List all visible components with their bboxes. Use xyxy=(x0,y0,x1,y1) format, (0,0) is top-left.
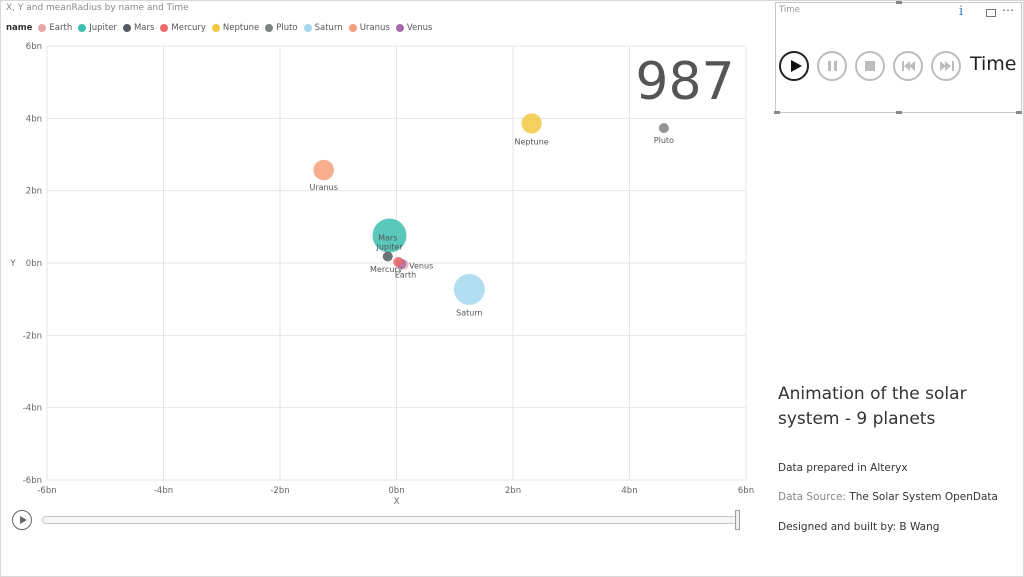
data-source-line: Data Source: The Solar System OpenData xyxy=(778,491,998,503)
legend-label: Earth xyxy=(49,23,73,33)
info-icon[interactable]: i xyxy=(959,4,964,19)
legend-item-earth[interactable]: Earth xyxy=(38,23,72,33)
resize-handle-icon[interactable] xyxy=(896,1,902,4)
next-bar-icon xyxy=(952,61,954,71)
time-slicer-panel: Time i ⋯ Time xyxy=(774,1,1022,114)
report-title: Animation of the solar system - 9 planet… xyxy=(778,384,967,429)
current-time-value: 987 xyxy=(635,52,735,112)
legend-dot xyxy=(348,24,357,32)
y-tick-label: 0bn xyxy=(26,259,42,269)
legend-title: name xyxy=(6,23,33,33)
legend-dot xyxy=(122,24,131,32)
x-tick-label: -2bn xyxy=(270,486,289,496)
next-button[interactable] xyxy=(931,51,961,81)
time-slicer-label: Time xyxy=(970,53,1017,75)
play-axis-handle[interactable] xyxy=(735,510,740,530)
bubble-label-saturn: Saturn xyxy=(456,308,482,317)
resize-handle-icon[interactable] xyxy=(774,111,780,114)
bubble-pluto xyxy=(658,123,669,134)
y-tick-label: 4bn xyxy=(26,114,42,124)
play-axis xyxy=(10,508,745,532)
bubble-uranus xyxy=(313,159,334,181)
resize-handle-icon[interactable] xyxy=(896,111,902,114)
x-tick-label: 0bn xyxy=(388,486,404,496)
bubble-label-neptune: Neptune xyxy=(515,137,549,146)
play-button[interactable] xyxy=(779,51,809,81)
x-tick-label: 6bn xyxy=(738,486,754,496)
y-tick-label: -2bn xyxy=(23,331,42,341)
legend-dot xyxy=(395,24,404,32)
x-tick-label: -4bn xyxy=(154,486,173,496)
bubble-jupiter xyxy=(372,218,407,253)
next-arrow-icon xyxy=(940,61,946,71)
legend-item-uranus[interactable]: Uranus xyxy=(348,23,390,33)
y-tick-label: 6bn xyxy=(26,42,42,52)
focus-mode-icon[interactable] xyxy=(986,9,996,17)
legend-item-saturn[interactable]: Saturn xyxy=(303,23,343,33)
stop-button[interactable] xyxy=(855,51,885,81)
time-slicer-title: Time xyxy=(779,5,800,15)
legend-item-jupiter[interactable]: Jupiter xyxy=(78,23,117,33)
x-tick-label: -6bn xyxy=(37,486,56,496)
y-axis-title: Y xyxy=(9,259,16,269)
legend-label: Mercury xyxy=(171,23,206,33)
more-options-icon[interactable]: ⋯ xyxy=(1002,3,1015,17)
legend-item-pluto[interactable]: Pluto xyxy=(265,23,298,33)
pause-button[interactable] xyxy=(817,51,847,81)
chart-title: X, Y and meanRadius by name and Time xyxy=(6,3,189,13)
legend-label: Venus xyxy=(406,23,433,33)
y-tick-label: -4bn xyxy=(23,404,42,414)
previous-button[interactable] xyxy=(893,51,923,81)
prepared-note: Data prepared in Alteryx xyxy=(778,462,908,474)
previous-arrow-icon xyxy=(904,61,910,71)
bubble-mercury xyxy=(393,256,404,267)
legend-label: Mars xyxy=(133,23,155,33)
bubble-label-pluto: Pluto xyxy=(654,136,674,145)
bubble-label-uranus: Uranus xyxy=(310,183,338,192)
legend-item-mars[interactable]: Mars xyxy=(122,23,155,33)
play-axis-track[interactable] xyxy=(42,516,739,524)
bubble-saturn xyxy=(453,273,485,305)
x-axis-title: X xyxy=(394,497,400,507)
bubble-label-earth: Earth xyxy=(395,270,416,279)
y-tick-label: 2bn xyxy=(26,187,42,197)
previous-arrow-icon xyxy=(909,61,915,71)
chart-legend: name Earth Jupiter Mars Mercury Neptune … xyxy=(6,23,438,33)
y-tick-label: -6bn xyxy=(23,476,42,486)
data-source-value: The Solar System OpenData xyxy=(849,491,998,503)
x-tick-label: 4bn xyxy=(621,486,637,496)
next-arrow-icon xyxy=(945,61,951,71)
previous-bar-icon xyxy=(902,61,904,71)
legend-label: Saturn xyxy=(314,23,343,33)
legend-dot xyxy=(303,24,312,32)
legend-dot xyxy=(78,24,87,32)
bubble-label-jupiter: Jupiter xyxy=(375,243,403,252)
play-axis-play-button[interactable] xyxy=(12,510,32,530)
legend-label: Uranus xyxy=(359,23,390,33)
bubble-mars xyxy=(382,251,393,262)
data-source-label: Data Source: xyxy=(778,491,847,503)
legend-dot xyxy=(38,24,47,32)
bubble-neptune xyxy=(521,113,542,134)
legend-item-venus[interactable]: Venus xyxy=(395,23,433,33)
bubble-label-venus: Venus xyxy=(409,262,433,271)
bubble-label-mars: Mars xyxy=(378,233,397,242)
legend-item-neptune[interactable]: Neptune xyxy=(211,23,260,33)
legend-item-mercury[interactable]: Mercury xyxy=(160,23,206,33)
scatter-chart: -6bn -4bn -2bn 0bn 2bn 4bn 6bn -6bn -4bn -2bn 0bn 2… xyxy=(9,42,754,507)
resize-handle-icon[interactable] xyxy=(1016,111,1022,114)
legend-label: Neptune xyxy=(222,23,260,33)
legend-label: Pluto xyxy=(276,23,298,33)
legend-dot xyxy=(160,24,169,32)
designer-note: Designed and built by: B Wang xyxy=(778,521,940,533)
x-tick-label: 2bn xyxy=(505,486,521,496)
bubble-label-mercury: Mercury xyxy=(370,265,403,274)
legend-dot xyxy=(211,24,220,32)
legend-label: Jupiter xyxy=(89,23,117,33)
legend-dot xyxy=(265,24,274,32)
